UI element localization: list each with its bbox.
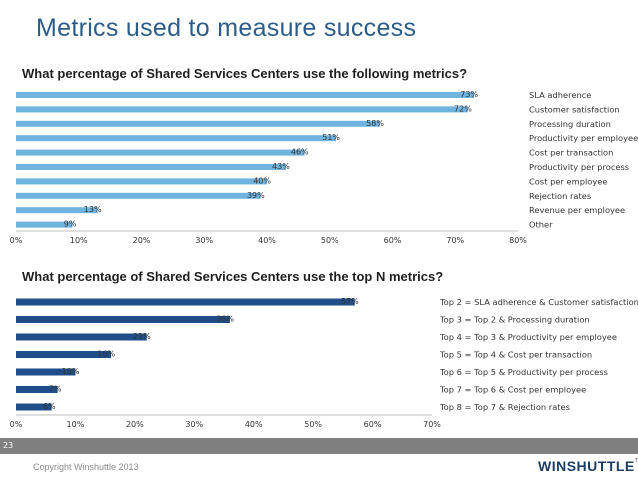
logo-trademark: TM (634, 458, 638, 464)
x-tick-label: 0% (10, 236, 23, 245)
x-tick-label: 10% (67, 420, 85, 429)
bar (16, 164, 286, 170)
bar-value-label: 9% (64, 220, 77, 229)
x-tick-label: 30% (185, 420, 203, 429)
bar (16, 403, 52, 411)
copyright-text: Copyright Winshuttle 2013 (33, 462, 139, 472)
chart-1-title: What percentage of Shared Services Cente… (22, 66, 468, 81)
x-tick-label: 40% (245, 420, 263, 429)
category-label: Processing duration (529, 119, 611, 129)
bar-value-label: 57% (341, 297, 359, 306)
bar-value-label: 73% (460, 90, 478, 99)
x-tick-label: 70% (423, 420, 441, 429)
category-label: Revenue per employee (529, 205, 625, 215)
bar-value-label: 36% (216, 315, 234, 324)
bar-value-label: 13% (84, 205, 102, 214)
bar (16, 135, 337, 142)
category-label: Productivity per process (529, 162, 629, 172)
bar (16, 149, 305, 156)
bar-value-label: 6% (43, 402, 56, 411)
bar-value-label: 51% (322, 133, 340, 142)
chart-2-title: What percentage of Shared Services Cente… (22, 269, 444, 284)
winshuttle-logo: WINSHUTTLETM (538, 458, 638, 474)
x-tick-label: 50% (321, 236, 339, 245)
x-tick-label: 40% (258, 236, 276, 245)
x-tick-label: 20% (133, 236, 151, 245)
x-tick-label: 0% (10, 420, 23, 429)
x-tick-label: 70% (446, 236, 464, 245)
bar-value-label: 39% (247, 191, 265, 200)
category-label: SLA adherence (529, 90, 591, 100)
x-tick-label: 60% (384, 236, 402, 245)
x-tick-label: 20% (126, 420, 144, 429)
bar-value-label: 72% (454, 104, 472, 113)
bar (16, 106, 468, 113)
bar-value-label: 22% (133, 332, 151, 341)
bar (16, 386, 58, 393)
x-tick-label: 80% (509, 236, 527, 245)
x-tick-label: 60% (364, 420, 382, 429)
bar (16, 333, 147, 341)
chart-1-metrics-used: 73% SLA adherence 72% Customer satisfaction… (10, 90, 638, 245)
bar-value-label: 7% (49, 385, 62, 394)
category-label: Top 2 = SLA adherence & Customer satisfa… (439, 297, 638, 307)
page-number: 23 (3, 441, 14, 450)
bar-value-label: 43% (272, 162, 290, 171)
category-label: Customer satisfaction (529, 104, 620, 114)
logo-text: WINSHUTTLE (538, 458, 635, 474)
bar (16, 178, 267, 185)
x-tick-label: 10% (70, 236, 88, 245)
bar-value-label: 58% (366, 119, 384, 128)
bar (16, 120, 380, 127)
bar (16, 298, 355, 306)
category-label: Top 8 = Top 7 & Rejection rates (439, 402, 570, 412)
bar-value-label: 16% (97, 350, 115, 359)
bar (16, 92, 475, 98)
bar (16, 316, 230, 323)
category-label: Productivity per employee (529, 133, 638, 143)
bar-value-label: 40% (253, 176, 271, 185)
category-label: Top 7 = Top 6 & Cost per employee (439, 385, 586, 395)
chart-2-top-n-metrics: 57% Top 2 = SLA adherence & Customer sati… (10, 297, 638, 429)
category-label: Cost per transaction (529, 148, 613, 158)
category-label: Cost per employee (529, 176, 607, 186)
bar (16, 368, 76, 376)
bar-value-label: 46% (291, 148, 309, 157)
bar (16, 192, 261, 199)
page-title: Metrics used to measure success (36, 14, 417, 42)
bar (16, 351, 112, 358)
footer-bar: 23 (0, 438, 638, 454)
x-tick-label: 30% (195, 236, 213, 245)
category-label: Top 3 = Top 2 & Processing duration (439, 315, 590, 325)
bar-value-label: 10% (62, 367, 80, 376)
category-label: Rejection rates (529, 191, 591, 201)
bar (16, 207, 98, 214)
category-label: Top 6 = Top 5 & Productivity per process (439, 367, 608, 377)
category-label: Other (529, 220, 553, 230)
category-label: Top 5 = Top 4 & Cost per transaction (439, 350, 592, 360)
x-tick-label: 50% (304, 420, 322, 429)
category-label: Top 4 = Top 3 & Productivity per employe… (439, 332, 617, 342)
bar (16, 221, 73, 228)
